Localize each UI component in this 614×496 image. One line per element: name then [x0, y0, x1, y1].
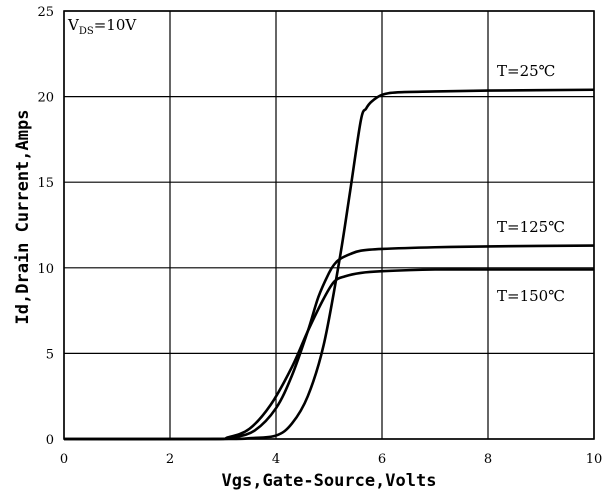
y-tick-label-0: 0: [46, 433, 54, 448]
series-line-0: [63, 88, 595, 441]
x-tick-label-1: 2: [166, 452, 174, 467]
condition-v: V: [67, 16, 80, 34]
condition-subscript: DS: [79, 26, 94, 37]
x-tick-label-0: 0: [60, 452, 68, 467]
y-tick-label-5: 25: [37, 5, 54, 20]
y-tick-label-4: 20: [37, 91, 54, 106]
series-label-1: T=125℃: [497, 218, 565, 236]
x-tick-label-5: 10: [586, 452, 603, 467]
y-tick-label-1: 5: [46, 347, 54, 362]
x-tick-label-2: 4: [272, 452, 280, 467]
x-tick-labels: 0 2 4 6 8 10: [60, 452, 602, 467]
x-axis-title: Vgs,Gate-Source,Volts: [222, 471, 437, 491]
x-tick-label-4: 8: [484, 452, 492, 467]
series-label-2: T=150℃: [497, 287, 565, 305]
plot-frame: [63, 10, 595, 440]
y-axis-title: Id,Drain Current,Amps: [13, 110, 33, 325]
series-line-2: [63, 268, 594, 441]
condition-value: =10V: [94, 16, 138, 34]
curves: [63, 88, 595, 441]
x-tick-label-3: 6: [378, 452, 386, 467]
series-label-0: T=25℃: [497, 62, 555, 80]
y-tick-label-3: 15: [37, 176, 54, 191]
series-line-1: [63, 244, 595, 441]
curve-labels: T=25℃ T=125℃ T=150℃: [497, 62, 565, 305]
y-tick-label-2: 10: [37, 262, 54, 277]
y-tick-labels: 0 5 10 15 20 25: [37, 5, 54, 448]
test-condition-label: VDS=10V: [67, 16, 137, 37]
